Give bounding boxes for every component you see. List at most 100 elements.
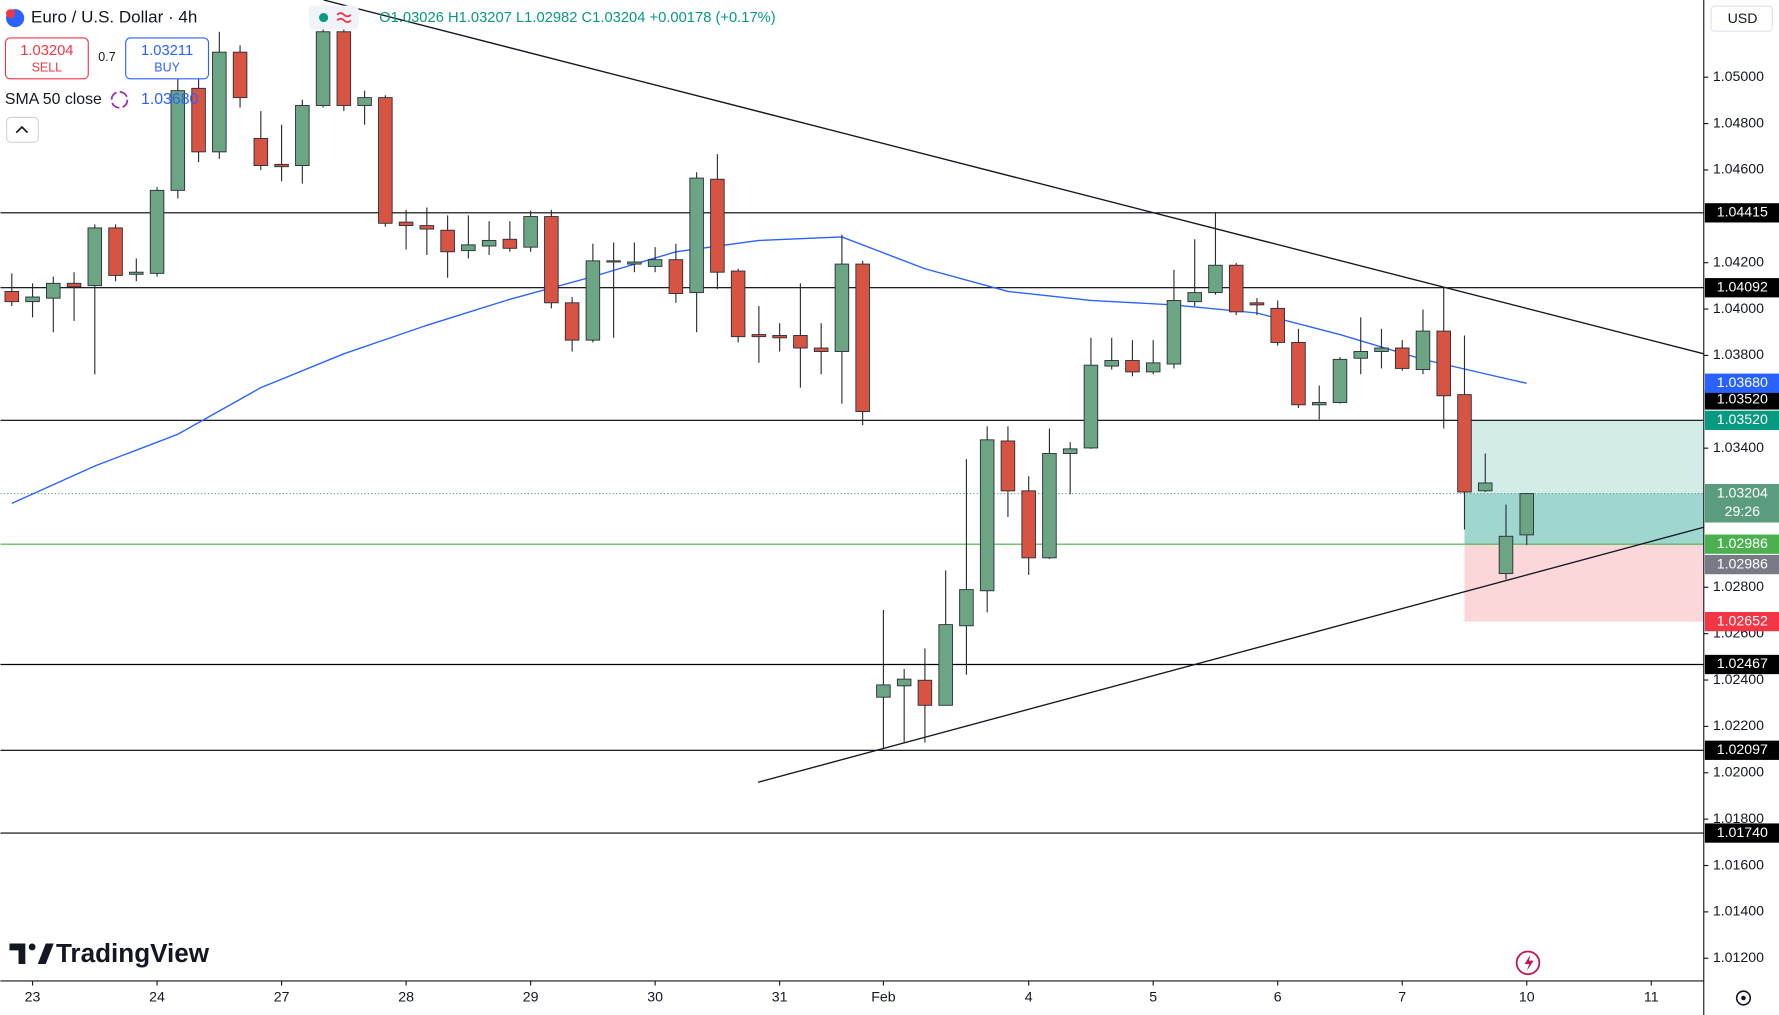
price-badge bbox=[1704, 554, 1779, 575]
x-tick-label: 6 bbox=[1274, 990, 1282, 1006]
price-badge bbox=[1704, 278, 1779, 298]
candle-body bbox=[1083, 364, 1099, 449]
candle-body bbox=[1498, 535, 1514, 575]
indicator-name[interactable]: SMA 50 close bbox=[5, 91, 102, 108]
ohlc-values: O1.03026 H1.03207 L1.02982 C1.03204 +0.0… bbox=[379, 10, 776, 26]
candle-body bbox=[1062, 448, 1078, 454]
y-tick-label: 1.05000 bbox=[1713, 69, 1764, 85]
logo-mark bbox=[9, 943, 26, 964]
price-badge-label: 1.02986 bbox=[1717, 536, 1768, 552]
currency-button[interactable] bbox=[1710, 5, 1773, 32]
candle-body bbox=[855, 263, 870, 412]
candle-body bbox=[1104, 360, 1119, 367]
y-tick-label: 1.01200 bbox=[1713, 950, 1764, 966]
candle-body bbox=[1021, 490, 1036, 559]
x-tick-label: 7 bbox=[1398, 990, 1406, 1006]
symbol-icon-flag bbox=[6, 9, 16, 19]
symbol-title[interactable]: Euro / U.S. Dollar · 4h bbox=[31, 8, 197, 27]
sell-price: 1.03204 bbox=[20, 43, 73, 59]
buy-button[interactable] bbox=[125, 37, 210, 80]
candle-body bbox=[730, 270, 746, 338]
plot-area bbox=[0, 0, 1704, 834]
candle-body bbox=[606, 260, 621, 263]
y-tick-label: 1.04200 bbox=[1713, 254, 1764, 270]
buy-label: BUY bbox=[154, 60, 180, 74]
candle-body bbox=[585, 260, 601, 341]
price-badge bbox=[1704, 654, 1779, 675]
profit-zone bbox=[1464, 493, 1704, 545]
y-tick-label: 1.01400 bbox=[1713, 904, 1764, 920]
candle-body bbox=[398, 221, 414, 227]
candle-body bbox=[1145, 362, 1161, 373]
x-tick-label: Feb bbox=[871, 990, 896, 1006]
candle-body bbox=[25, 296, 40, 303]
price-badge bbox=[1704, 483, 1779, 523]
target-zone bbox=[1464, 420, 1704, 545]
candle-body bbox=[1125, 360, 1140, 373]
x-tick-label: 24 bbox=[149, 990, 165, 1006]
y-tick-label: 1.02800 bbox=[1713, 579, 1764, 595]
candle-body bbox=[253, 137, 269, 166]
indicator-value: 1.03680 bbox=[141, 91, 199, 108]
y-tick-label: 1.03800 bbox=[1713, 347, 1764, 363]
axes: 1.05000 1.04800 1.04600 1.04200 1.04000 1.038… bbox=[25, 69, 1764, 1006]
y-tick-label: 1.02400 bbox=[1713, 672, 1764, 688]
x-tick-label: 5 bbox=[1149, 990, 1157, 1006]
candle-body bbox=[1166, 300, 1182, 365]
candle-body bbox=[917, 679, 933, 706]
candle-body bbox=[232, 51, 248, 99]
sell-button[interactable] bbox=[4, 37, 89, 80]
candle-body bbox=[295, 105, 310, 166]
x-tick-label: 4 bbox=[1025, 990, 1033, 1006]
candle-body bbox=[1249, 302, 1265, 306]
price-badge-label: 1.04092 bbox=[1717, 279, 1768, 295]
brand-name: TradingView bbox=[56, 938, 210, 968]
price-badge bbox=[1704, 740, 1779, 760]
brand-logo bbox=[9, 943, 54, 964]
candle-body bbox=[896, 678, 912, 687]
trendline bbox=[323, 0, 1704, 355]
candle-body bbox=[627, 261, 642, 265]
candle-body bbox=[813, 347, 829, 352]
settings-icon[interactable] bbox=[1735, 990, 1752, 1006]
price-badge bbox=[1704, 203, 1779, 223]
price-badge-label: 1.02652 bbox=[1717, 613, 1768, 629]
currency-label: USD bbox=[1728, 11, 1758, 27]
candle-body bbox=[668, 259, 684, 294]
candle-body bbox=[1208, 264, 1223, 294]
candle-body bbox=[1353, 351, 1368, 359]
indicator-icon[interactable] bbox=[110, 90, 129, 109]
settings-icon-dot bbox=[1741, 995, 1746, 1001]
candle-body bbox=[336, 31, 352, 106]
candle-body bbox=[440, 229, 455, 253]
chevron-icon bbox=[15, 125, 29, 134]
bolt-icon bbox=[1524, 954, 1534, 971]
candle-body bbox=[793, 335, 808, 349]
price-badge-label: 1.03204 bbox=[1717, 485, 1768, 501]
candle-body bbox=[461, 244, 476, 252]
status-box[interactable] bbox=[308, 5, 359, 30]
market-open-dot bbox=[319, 13, 329, 23]
collapse-button[interactable] bbox=[6, 116, 39, 143]
price-badge-label: 1.03520 bbox=[1717, 392, 1768, 408]
logo-mark bbox=[28, 943, 36, 951]
candle-body bbox=[876, 684, 891, 698]
candle-body bbox=[1291, 341, 1306, 406]
sell-label: SELL bbox=[32, 60, 63, 74]
x-tick-label: 28 bbox=[398, 990, 414, 1006]
candle-body bbox=[66, 282, 82, 288]
candle-body bbox=[1000, 440, 1016, 492]
candle-body bbox=[108, 227, 123, 276]
price-badge-label: 1.02467 bbox=[1717, 656, 1768, 672]
x-tick-label: 31 bbox=[772, 990, 788, 1006]
header: Euro / U.S. Dollar · 4h O1.03026 H1.0320… bbox=[4, 5, 1773, 1006]
candle-body bbox=[564, 302, 580, 341]
candle-body bbox=[1415, 330, 1431, 371]
price-badge bbox=[1704, 534, 1779, 554]
candle-body bbox=[1332, 358, 1348, 403]
candle-body bbox=[1519, 493, 1535, 536]
y-tick-label: 1.03400 bbox=[1713, 440, 1764, 456]
candle-body bbox=[1187, 292, 1202, 303]
candle-body bbox=[502, 238, 518, 249]
